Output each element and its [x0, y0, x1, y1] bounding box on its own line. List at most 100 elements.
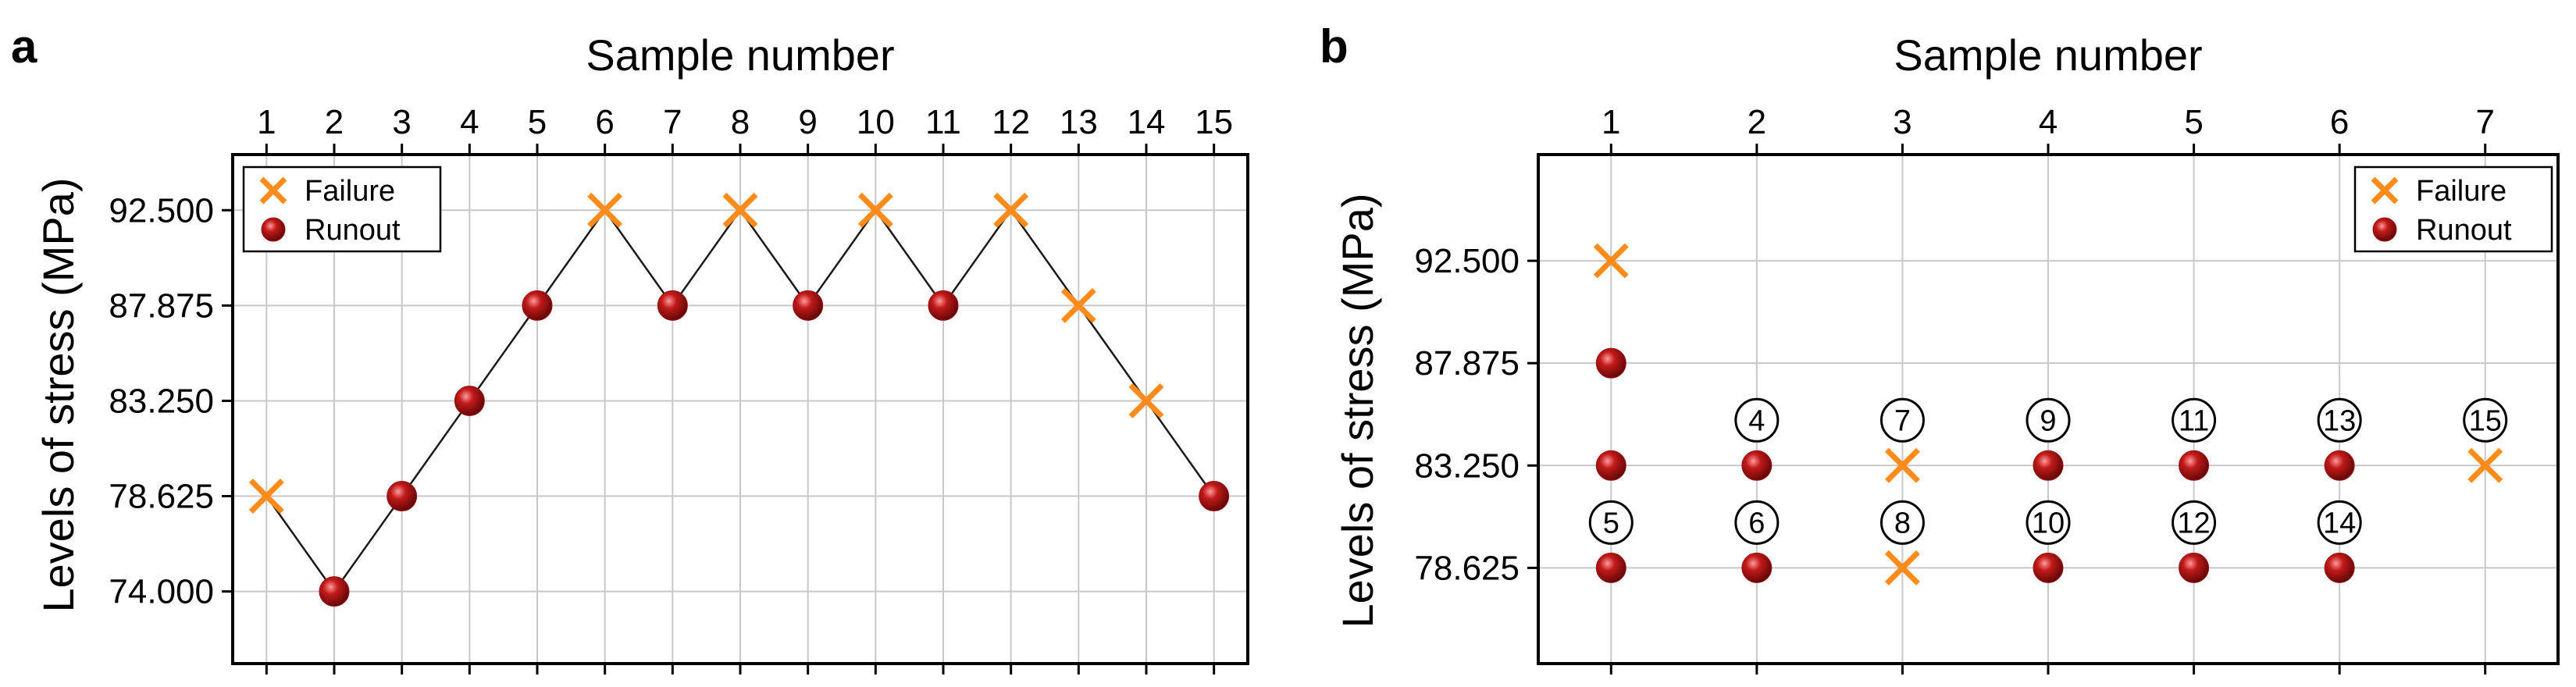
chart-b-ylabel: Levels of stress (MPa)	[1333, 193, 1382, 628]
chart-a-xtick-label: 10	[857, 103, 895, 141]
chart-b-annotation-circle	[2026, 397, 2071, 443]
chart-b-annotation-circle	[1879, 397, 1925, 443]
chart-a-ytick-label: 87.875	[109, 287, 214, 325]
chart-a-legend-marker-runout	[261, 217, 286, 242]
chart-b-annotation-label: 9	[2040, 404, 2056, 437]
chart-a-xtick-label: 3	[392, 103, 411, 141]
chart-b-annotation-label: 14	[2323, 507, 2356, 539]
chart-b-xlabel: Sample number	[1894, 30, 2202, 80]
chart-a-xtick-label: 7	[663, 103, 682, 141]
chart-a-point-runout	[387, 481, 418, 512]
chart-b-point-runout	[2033, 552, 2064, 583]
chart-b-point-runout	[2324, 552, 2355, 583]
chart-a-point-failure	[857, 192, 893, 228]
chart-b-annotation-label: 7	[1894, 404, 1911, 437]
chart-a-xtick-label: 12	[992, 103, 1030, 141]
chart-b-xtick-label: 6	[2330, 103, 2349, 141]
chart-a-xtick-label: 5	[528, 103, 547, 141]
chart-b-annotation: 8	[1879, 500, 1925, 545]
chart-b-annotation-circle	[2172, 500, 2217, 545]
chart-a-xtick-label: 4	[460, 103, 479, 141]
chart-b-annotation: 9	[2026, 397, 2071, 443]
chart-b-ytick-label: 87.875	[1414, 344, 1520, 383]
chart-b-point-runout	[2324, 450, 2355, 481]
chart-b-annotation-label: 8	[1894, 507, 1911, 539]
chart-b-point-runout	[2033, 450, 2064, 481]
chart-b-annotation-label: 12	[2177, 507, 2210, 539]
chart-b-annotation: 7	[1879, 397, 1925, 443]
chart-b-annotation-circle	[2172, 397, 2217, 443]
chart-b-point-runout	[1595, 347, 1626, 379]
chart-b-annotation: 11	[2172, 397, 2217, 443]
chart-a-xtick-label: 8	[731, 103, 750, 141]
chart-b-annotation-label: 5	[1603, 507, 1619, 539]
chart-a-point-runout	[454, 385, 485, 416]
chart-b-point-runout	[2179, 450, 2210, 481]
chart-b-point-runout	[1595, 450, 1626, 481]
panel-letter-a: a	[11, 20, 37, 73]
chart-b-annotation-label: 10	[2032, 507, 2065, 539]
chart-a-point-failure	[248, 479, 284, 514]
chart-b-annotation-circle	[1734, 500, 1780, 545]
chart-b-annotation: 6	[1734, 500, 1780, 545]
chart-a-point-failure	[1060, 287, 1096, 323]
chart-b-annotation: 14	[2317, 500, 2362, 545]
chart-a-ylabel: Levels of stress (MPa)	[34, 177, 83, 612]
chart-b-point-failure	[1884, 550, 1920, 586]
chart-b-point-runout	[1595, 552, 1626, 583]
chart-b-xtick-label: 7	[2475, 103, 2494, 141]
chart-b-xtick-label: 4	[2039, 103, 2058, 141]
chart-b-legend: Failure Runout	[2353, 166, 2553, 253]
chart-b-legend-marker-runout	[2372, 217, 2397, 242]
chart-a-point-failure	[587, 192, 623, 228]
chart-b-xtick-label: 2	[1748, 103, 1766, 141]
chart-b-ytick-label: 78.625	[1414, 549, 1520, 587]
chart-b-point-runout	[1741, 450, 1773, 481]
chart-a-point-failure	[722, 192, 758, 228]
chart-b-annotation: 13	[2317, 397, 2362, 443]
chart-b-xtick-label: 5	[2184, 103, 2203, 141]
chart-a-point-runout	[1199, 481, 1230, 512]
chart-a-xtick-label: 11	[925, 103, 961, 141]
chart-a-xtick-label: 15	[1195, 103, 1233, 141]
chart-b-xtick-label: 1	[1602, 103, 1620, 141]
chart-a-xlabel: Sample number	[586, 30, 894, 80]
chart-a-xtick-label: 6	[595, 103, 614, 141]
chart-a-xtick-label: 13	[1060, 103, 1098, 141]
chart-b-point-runout	[2179, 552, 2210, 583]
chart-b-annotation-circle	[2317, 500, 2362, 545]
chart-a-legend-label: Failure	[305, 175, 395, 208]
chart-b-annotation: 15	[2463, 397, 2508, 443]
chart-b-legend-label: Failure	[2416, 175, 2507, 208]
chart-b-annotation: 10	[2026, 500, 2071, 545]
chart-a-point-runout	[793, 290, 824, 321]
chart-b-ytick-label: 83.250	[1414, 447, 1520, 485]
chart-a-point-runout	[928, 290, 959, 321]
chart-b-annotation-label: 13	[2323, 404, 2356, 437]
chart-b-annotation-label: 11	[2179, 404, 2209, 437]
chart-b-annotation: 5	[1588, 500, 1634, 545]
chart-a-xtick-label: 9	[798, 103, 817, 141]
chart-a-point-failure	[1128, 383, 1164, 418]
chart-b-annotation-circle	[1879, 500, 1925, 545]
chart-a-ytick-label: 92.500	[109, 191, 214, 230]
chart-a-point-runout	[657, 290, 688, 321]
chart-a-point-runout	[319, 576, 350, 607]
chart-b-annotation-circle	[2463, 397, 2508, 443]
chart-b-annotation: 4	[1734, 397, 1780, 443]
chart-b-annotation: 12	[2172, 500, 2217, 545]
chart-b-ytick-label: 92.500	[1414, 242, 1520, 280]
chart-b-legend-marker-failure	[2371, 176, 2399, 205]
chart-b-annotation-label: 6	[1748, 507, 1765, 539]
chart-a-xtick-label: 1	[257, 103, 276, 141]
chart-b-annotation-circle	[2317, 397, 2362, 443]
chart-b-legend-label: Runout	[2416, 214, 2512, 247]
chart-a-ytick-label: 78.625	[109, 478, 214, 516]
chart-b-point-failure	[2467, 447, 2503, 483]
panel-letter-b: b	[1320, 20, 1349, 73]
chart-a-point-runout	[522, 290, 553, 321]
chart-a-xtick-label: 14	[1128, 103, 1166, 141]
